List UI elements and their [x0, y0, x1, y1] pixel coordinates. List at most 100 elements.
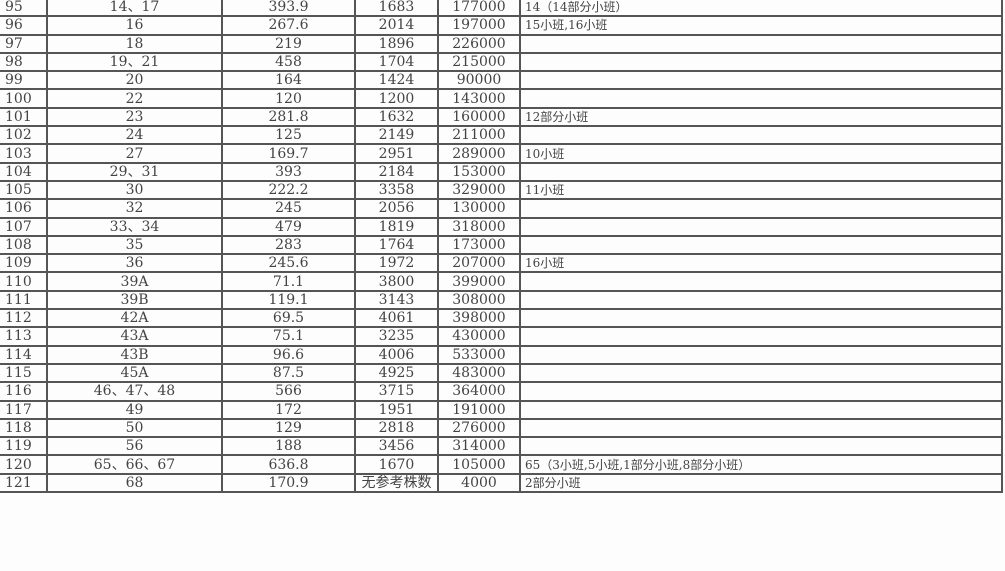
amount-cell: 173000 — [437, 234, 521, 256]
note-cell — [519, 234, 1003, 256]
area-cell: 71.1 — [221, 271, 356, 292]
table-row: 119 56 188 3456 314000 — [0, 436, 1003, 457]
table-row: 114 43B 96.6 4006 533000 — [0, 344, 1003, 365]
area-cell: 125 — [221, 125, 356, 146]
area-cell: 87.5 — [221, 362, 356, 384]
area-cell: 69.5 — [221, 308, 356, 329]
plot-numbers-cell: 16 — [46, 15, 223, 36]
row-number-cell: 101 — [0, 106, 48, 128]
amount-cell: 308000 — [437, 289, 521, 311]
plot-numbers-cell: 24 — [46, 125, 223, 146]
tree-count-cell: 1764 — [354, 234, 439, 256]
plot-numbers-cell: 32 — [46, 198, 223, 219]
table-row: 110 39A 71.1 3800 399000 — [0, 271, 1003, 292]
row-number-cell: 116 — [0, 381, 48, 402]
amount-cell: 191000 — [437, 399, 521, 420]
amount-cell: 130000 — [437, 198, 521, 219]
row-number-cell: 106 — [0, 198, 48, 219]
amount-cell: 207000 — [437, 253, 521, 274]
plot-numbers-cell: 45A — [46, 362, 223, 384]
row-number-cell: 103 — [0, 143, 48, 164]
note-cell: 12部分小班 — [519, 106, 1003, 128]
tree-count-cell: 1200 — [354, 88, 439, 109]
plot-numbers-cell: 33、34 — [46, 216, 223, 237]
plot-numbers-cell: 39A — [46, 271, 223, 292]
tree-count-cell: 4061 — [354, 308, 439, 329]
tree-count-cell: 2818 — [354, 417, 439, 439]
plot-numbers-cell: 43B — [46, 344, 223, 365]
amount-cell: 399000 — [437, 271, 521, 292]
note-cell: 11小班 — [519, 179, 1003, 201]
row-number-cell: 100 — [0, 88, 48, 109]
tree-count-cell: 2056 — [354, 198, 439, 219]
note-cell — [519, 436, 1003, 457]
amount-cell: 177000 — [437, 0, 521, 18]
plot-numbers-cell: 49 — [46, 399, 223, 420]
table-row: 111 39B 119.1 3143 308000 — [0, 289, 1003, 311]
tree-count-cell: 1704 — [354, 51, 439, 73]
note-cell — [519, 289, 1003, 311]
row-number-cell: 97 — [0, 33, 48, 54]
table-row: 113 43A 75.1 3235 430000 — [0, 326, 1003, 347]
note-cell — [519, 88, 1003, 109]
note-cell — [519, 417, 1003, 439]
tree-count-cell: 1972 — [354, 253, 439, 274]
amount-cell: 483000 — [437, 362, 521, 384]
tree-count-cell: 3800 — [354, 271, 439, 292]
amount-cell: 398000 — [437, 308, 521, 329]
plot-numbers-cell: 18 — [46, 33, 223, 54]
row-number-cell: 99 — [0, 70, 48, 91]
plot-numbers-cell: 56 — [46, 436, 223, 457]
row-number-cell: 117 — [0, 399, 48, 420]
table-row: 115 45A 87.5 4925 483000 — [0, 362, 1003, 384]
note-cell — [519, 51, 1003, 73]
table-row: 102 24 125 2149 211000 — [0, 125, 1003, 146]
table-row: 100 22 120 1200 143000 — [0, 88, 1003, 109]
row-number-cell: 120 — [0, 454, 48, 475]
note-cell: 15小班,16小班 — [519, 15, 1003, 36]
plot-numbers-cell: 23 — [46, 106, 223, 128]
plot-numbers-cell: 30 — [46, 179, 223, 201]
tree-count-cell: 3456 — [354, 436, 439, 457]
amount-cell: 197000 — [437, 15, 521, 36]
tree-count-cell: 3143 — [354, 289, 439, 311]
note-cell — [519, 70, 1003, 91]
tree-count-cell: 4925 — [354, 362, 439, 384]
amount-cell: 143000 — [437, 88, 521, 109]
tree-count-cell: 无参考株数 — [354, 472, 439, 494]
note-cell — [519, 271, 1003, 292]
tree-count-cell: 2951 — [354, 143, 439, 164]
note-cell: 65（3小班,5小班,1部分小班,8部分小班） — [519, 454, 1003, 475]
table-row: 98 19、21 458 1704 215000 — [0, 51, 1003, 73]
note-cell — [519, 125, 1003, 146]
note-cell — [519, 344, 1003, 365]
amount-cell: 314000 — [437, 436, 521, 457]
tree-count-cell: 1670 — [354, 454, 439, 475]
area-cell: 393.9 — [221, 0, 356, 18]
amount-cell: 211000 — [437, 125, 521, 146]
area-cell: 245.6 — [221, 253, 356, 274]
area-cell: 283 — [221, 234, 356, 256]
tree-count-cell: 3358 — [354, 179, 439, 201]
tree-count-cell: 3715 — [354, 381, 439, 402]
plot-numbers-cell: 39B — [46, 289, 223, 311]
row-number-cell: 115 — [0, 362, 48, 384]
table-row: 106 32 245 2056 130000 — [0, 198, 1003, 219]
note-cell — [519, 362, 1003, 384]
plot-numbers-cell: 50 — [46, 417, 223, 439]
table-row: 96 16 267.6 2014 197000 15小班,16小班 — [0, 15, 1003, 36]
row-number-cell: 119 — [0, 436, 48, 457]
table-row: 109 36 245.6 1972 207000 16小班 — [0, 253, 1003, 274]
table-row: 118 50 129 2818 276000 — [0, 417, 1003, 439]
area-cell: 164 — [221, 70, 356, 91]
plot-numbers-cell: 29、31 — [46, 161, 223, 182]
plot-numbers-cell: 27 — [46, 143, 223, 164]
area-cell: 169.7 — [221, 143, 356, 164]
amount-cell: 160000 — [437, 106, 521, 128]
area-cell: 222.2 — [221, 179, 356, 201]
area-cell: 170.9 — [221, 472, 356, 494]
table-row: 101 23 281.8 1632 160000 12部分小班 — [0, 106, 1003, 128]
plot-numbers-cell: 43A — [46, 326, 223, 347]
area-cell: 129 — [221, 417, 356, 439]
tree-count-cell: 2184 — [354, 161, 439, 182]
